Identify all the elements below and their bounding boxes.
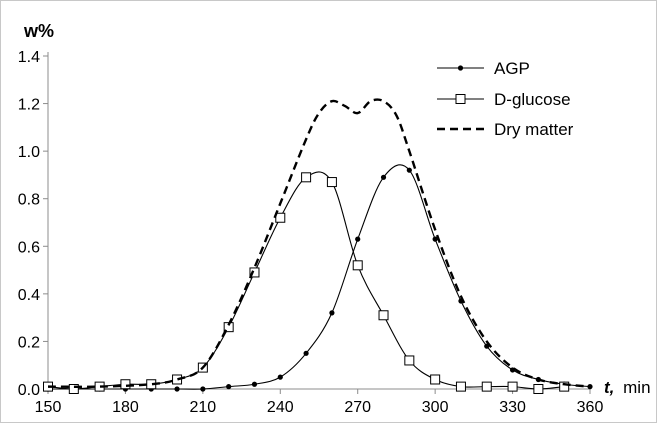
y-tick-label: 0.4 bbox=[18, 287, 40, 304]
x-axis-title-unit: min bbox=[623, 378, 650, 397]
data-point-d-glucose bbox=[533, 384, 544, 394]
series-line-d-glucose bbox=[47, 171, 565, 390]
y-tick-label: 0.2 bbox=[18, 334, 40, 351]
legend-label-agp: AGP bbox=[494, 59, 530, 78]
series-line-agp bbox=[48, 164, 591, 390]
data-point-d-glucose bbox=[249, 267, 260, 278]
data-point-agp bbox=[406, 167, 412, 173]
y-tick-label: 1.4 bbox=[18, 49, 40, 66]
data-point-d-glucose bbox=[430, 374, 441, 385]
legend-label-d-glucose: D-glucose bbox=[494, 90, 571, 109]
x-tick-label: 360 bbox=[577, 399, 604, 416]
data-point-d-glucose bbox=[120, 379, 131, 390]
data-point-d-glucose bbox=[378, 310, 389, 321]
y-tick-label: 0.8 bbox=[18, 192, 40, 209]
x-axis-title: t, min bbox=[604, 378, 651, 397]
x-tick-label: 300 bbox=[422, 399, 449, 416]
data-point-d-glucose bbox=[172, 374, 183, 385]
y-axis-title: w% bbox=[23, 21, 54, 41]
data-point-agp bbox=[174, 386, 180, 392]
x-tick-label: 210 bbox=[190, 399, 217, 416]
data-point-d-glucose bbox=[455, 381, 466, 392]
axes: 0.0 0.2 0.4 0.6 0.8 1.0 1.2 1.4 150 180 210 240 270 3… bbox=[18, 49, 604, 416]
data-point-d-glucose bbox=[559, 381, 570, 392]
data-point-agp bbox=[432, 236, 438, 242]
y-tick-label: 1.0 bbox=[18, 144, 40, 161]
series-line-dry-matter bbox=[47, 98, 591, 388]
legend-marker-agp bbox=[457, 65, 464, 71]
legend-marker-d-glucose bbox=[455, 94, 466, 104]
y-tick-label: 0.6 bbox=[18, 239, 40, 256]
data-point-d-glucose bbox=[301, 172, 312, 183]
data-point-d-glucose bbox=[481, 381, 492, 392]
data-point-agp bbox=[355, 236, 361, 242]
data-point-agp bbox=[329, 310, 335, 316]
legend: AGP D-glucose Dry matter bbox=[437, 59, 574, 139]
data-point-d-glucose bbox=[68, 384, 79, 394]
data-point-d-glucose bbox=[507, 381, 518, 392]
data-point-d-glucose bbox=[352, 260, 363, 271]
legend-label-dry-matter: Dry matter bbox=[494, 120, 574, 139]
data-point-agp bbox=[251, 381, 258, 387]
x-axis-title-var: t, bbox=[604, 378, 614, 397]
data-point-agp bbox=[226, 384, 232, 390]
y-tick-label: 0.0 bbox=[18, 382, 40, 399]
data-point-d-glucose bbox=[326, 177, 337, 188]
x-tick-label: 180 bbox=[112, 399, 139, 416]
data-point-agp bbox=[200, 386, 206, 392]
x-tick-label: 240 bbox=[267, 399, 294, 416]
data-point-agp bbox=[587, 384, 593, 390]
series-layer bbox=[43, 98, 593, 394]
x-tick-label: 150 bbox=[35, 399, 62, 416]
data-point-agp bbox=[380, 174, 387, 180]
y-tick-label: 1.2 bbox=[18, 97, 40, 114]
x-tick-label: 330 bbox=[499, 399, 526, 416]
x-tick-label: 270 bbox=[344, 399, 371, 416]
data-point-d-glucose bbox=[404, 355, 415, 366]
data-point-agp bbox=[303, 350, 309, 356]
data-point-agp bbox=[277, 374, 283, 380]
